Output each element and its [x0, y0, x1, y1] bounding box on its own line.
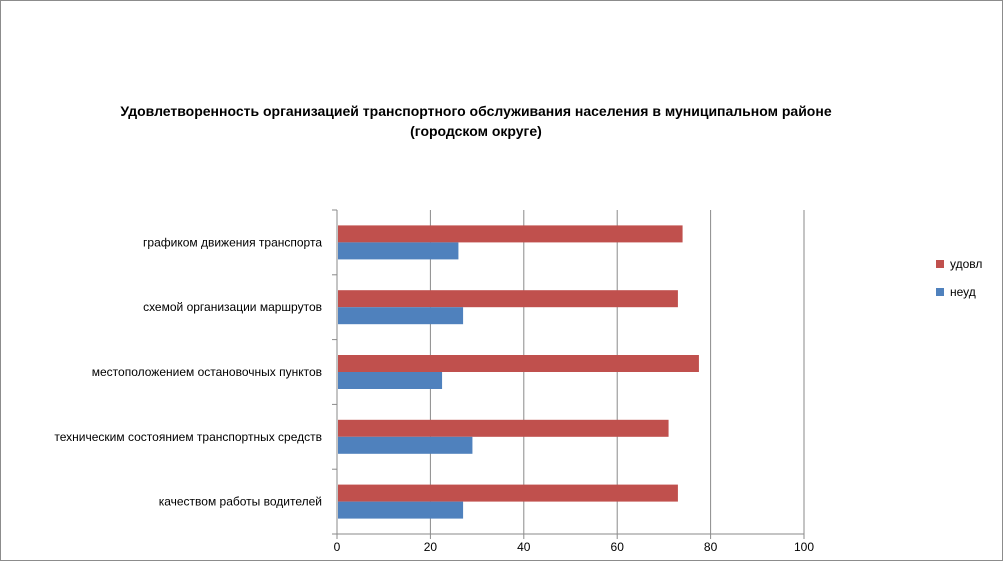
legend-swatch — [936, 288, 944, 296]
chart-title-line-2: (городском округе) — [410, 123, 542, 139]
x-tick-label: 80 — [704, 540, 718, 554]
category-label: местоположением остановочных пунктов — [92, 365, 322, 379]
bar-neud — [338, 436, 473, 454]
legend: удовл неуд — [936, 257, 982, 299]
x-tick-label: 100 — [794, 540, 814, 554]
bar-neud — [338, 372, 443, 389]
x-tick-label: 0 — [334, 540, 341, 554]
tick-labels: 0 20 40 60 80 100 — [334, 540, 815, 554]
category-label: графиком движения транспорта — [143, 235, 322, 249]
bar-udovl — [338, 290, 678, 308]
bar-udovl — [338, 484, 678, 502]
x-tick-label: 60 — [611, 540, 625, 554]
chart-title: Удовлетворенность организацией транспорт… — [91, 101, 861, 141]
bars — [338, 225, 699, 519]
bar-neud — [338, 242, 459, 260]
category-label: качеством работы водителей — [159, 495, 322, 509]
bar-neud — [338, 501, 464, 519]
axes — [332, 209, 805, 539]
x-tick-label: 20 — [424, 540, 438, 554]
category-labels: графиком движения транспорта схемой орган… — [54, 235, 322, 508]
bar-udovl — [338, 419, 669, 437]
category-label: схемой организации маршрутов — [143, 300, 322, 314]
chart-title-line-1: Удовлетворенность организацией транспорт… — [120, 103, 832, 119]
bar-udovl — [338, 225, 683, 243]
legend-label: неуд — [950, 285, 976, 299]
legend-label: удовл — [950, 257, 982, 271]
legend-swatch — [936, 260, 944, 268]
bar-neud — [338, 307, 464, 325]
category-label: техническим состоянием транспортных сред… — [54, 430, 322, 444]
x-tick-label: 40 — [517, 540, 531, 554]
bar-udovl — [338, 355, 699, 372]
